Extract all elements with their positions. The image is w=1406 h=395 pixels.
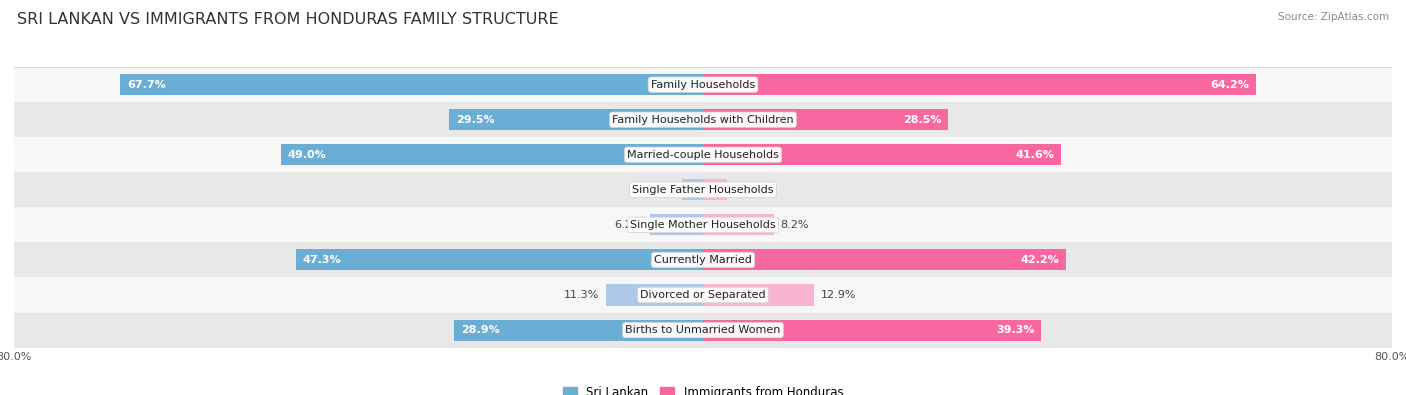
Bar (703, 284, 814, 306)
Bar (682, 179, 703, 200)
Text: 47.3%: 47.3% (302, 255, 342, 265)
Text: 11.3%: 11.3% (564, 290, 599, 300)
Text: Single Mother Households: Single Mother Households (630, 220, 776, 230)
Text: SRI LANKAN VS IMMIGRANTS FROM HONDURAS FAMILY STRUCTURE: SRI LANKAN VS IMMIGRANTS FROM HONDURAS F… (17, 12, 558, 27)
Text: 29.5%: 29.5% (456, 115, 495, 125)
Text: 12.9%: 12.9% (821, 290, 856, 300)
Text: Currently Married: Currently Married (654, 255, 752, 265)
Bar (14, 137, 1392, 172)
Text: 42.2%: 42.2% (1021, 255, 1060, 265)
Bar (703, 74, 1256, 95)
Bar (14, 277, 1392, 312)
Bar (703, 214, 773, 235)
Bar (14, 172, 1392, 207)
Text: Births to Unmarried Women: Births to Unmarried Women (626, 325, 780, 335)
Text: Source: ZipAtlas.com: Source: ZipAtlas.com (1278, 12, 1389, 22)
Text: 2.8%: 2.8% (734, 185, 762, 195)
Text: 6.2%: 6.2% (614, 220, 643, 230)
Bar (281, 144, 703, 165)
Text: 49.0%: 49.0% (288, 150, 326, 160)
Bar (295, 250, 703, 271)
Bar (454, 320, 703, 340)
Text: 28.5%: 28.5% (903, 115, 942, 125)
Text: 8.2%: 8.2% (780, 220, 808, 230)
Bar (606, 284, 703, 306)
Bar (703, 179, 727, 200)
Text: 28.9%: 28.9% (461, 325, 499, 335)
Text: Single Father Households: Single Father Households (633, 185, 773, 195)
Bar (14, 243, 1392, 277)
Text: 41.6%: 41.6% (1015, 150, 1054, 160)
Text: 2.4%: 2.4% (647, 185, 675, 195)
Text: Family Households with Children: Family Households with Children (612, 115, 794, 125)
Legend: Sri Lankan, Immigrants from Honduras: Sri Lankan, Immigrants from Honduras (558, 381, 848, 395)
Bar (703, 250, 1066, 271)
Bar (14, 102, 1392, 137)
Bar (120, 74, 703, 95)
Bar (703, 109, 949, 130)
Bar (449, 109, 703, 130)
Text: Family Households: Family Households (651, 80, 755, 90)
Bar (14, 312, 1392, 348)
Bar (14, 67, 1392, 102)
Bar (703, 144, 1062, 165)
Bar (703, 320, 1042, 340)
Text: 64.2%: 64.2% (1211, 80, 1249, 90)
Bar (14, 207, 1392, 243)
Text: 67.7%: 67.7% (127, 80, 166, 90)
Bar (650, 214, 703, 235)
Text: 39.3%: 39.3% (995, 325, 1035, 335)
Text: Divorced or Separated: Divorced or Separated (640, 290, 766, 300)
Text: Married-couple Households: Married-couple Households (627, 150, 779, 160)
